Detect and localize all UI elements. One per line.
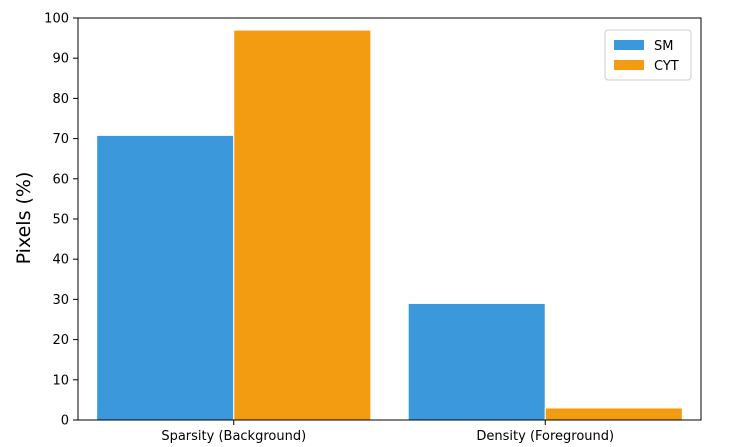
y-tick-label: 100 [44,12,69,27]
y-tick-label: 90 [52,52,69,67]
legend-swatch-sm [614,40,644,50]
y-tick-label: 50 [52,213,69,228]
bar-cyt-2 [544,407,683,421]
x-tick-label: Sparsity (Background) [161,429,306,444]
y-tick-label: 0 [61,414,69,429]
y-tick-label: 80 [52,92,69,107]
y-axis: 0 10 20 30 40 50 60 70 80 90 100 [44,12,78,429]
legend-swatch-cyt [614,60,644,70]
y-tick-label: 60 [52,172,69,187]
bar-sm-1 [96,134,235,421]
y-tick-label: 10 [52,373,69,388]
legend: SM CYT [604,29,692,81]
legend-label-sm: SM [654,39,673,54]
y-tick-label: 70 [52,132,69,147]
x-tick-label: Density (Foreground) [476,429,614,444]
y-tick-label: 20 [52,333,69,348]
bars-group [96,29,683,421]
legend-label-cyt: CYT [654,59,679,74]
x-axis: Sparsity (Background) Density (Foreground… [161,420,614,444]
bar-cyt-1 [233,29,372,421]
bar-sm-2 [407,302,546,421]
y-tick-label: 30 [52,293,69,308]
y-axis-label: Pixels (%) [13,172,35,265]
y-tick-label: 40 [52,253,69,268]
